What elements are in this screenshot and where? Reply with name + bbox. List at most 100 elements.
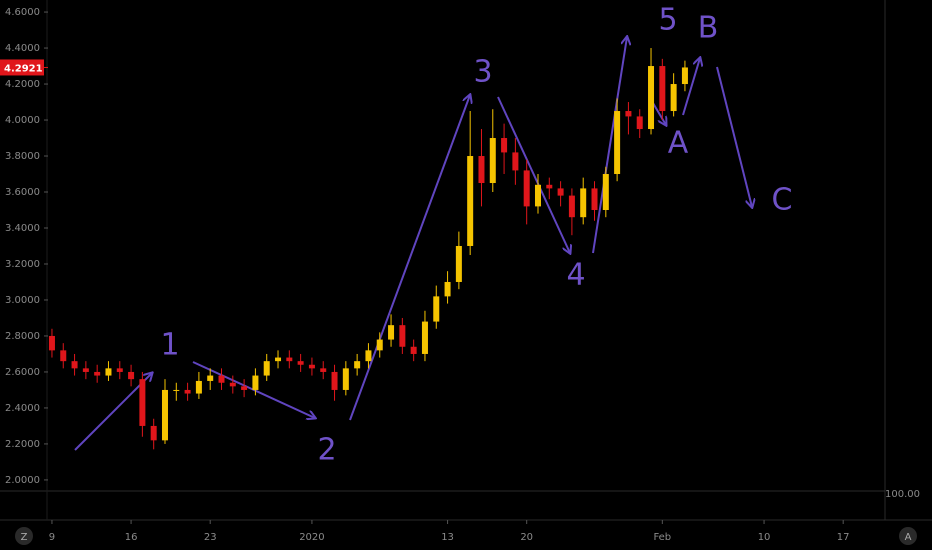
wave-arrow: [349, 95, 470, 421]
y-tick-label: 2.8000: [5, 331, 40, 342]
candle-body: [150, 425, 157, 441]
scale-button-label[interactable]: Z: [21, 532, 28, 543]
candle-body: [489, 138, 496, 184]
last-price-box: [0, 59, 44, 76]
candle-body: [625, 111, 632, 117]
x-tick-label: 16: [125, 532, 138, 543]
candle-body: [342, 368, 349, 390]
candle-body: [467, 156, 474, 246]
candle-body: [320, 368, 327, 372]
wave-label: 3: [473, 55, 492, 90]
y-tick-label: 2.2000: [5, 439, 40, 450]
y-tick-label: 3.2000: [5, 259, 40, 270]
candle-body: [195, 380, 202, 394]
candle-body: [71, 361, 78, 369]
wave-arrow: [192, 361, 315, 418]
candle-body: [636, 116, 643, 130]
y-tick-label: 3.4000: [5, 223, 40, 234]
candle-body: [275, 357, 282, 362]
x-tick-label: 20: [520, 532, 533, 543]
wave-label: 1: [160, 328, 179, 363]
y-tick-label: 4.4000: [5, 43, 40, 54]
candle-body: [229, 382, 236, 387]
candle-body: [161, 389, 168, 441]
x-tick-label: 17: [837, 532, 850, 543]
candle-body: [354, 361, 361, 369]
candle-body: [614, 111, 621, 175]
candle-body: [365, 350, 372, 362]
wave-arrow: [592, 37, 627, 254]
candle-body: [376, 339, 383, 351]
candle-body: [48, 335, 55, 351]
wave-label: 4: [566, 258, 585, 293]
candle-body: [94, 371, 101, 376]
candle-body: [207, 375, 214, 381]
candle-body: [410, 346, 417, 354]
auto-button[interactable]: [899, 527, 917, 545]
candle-body: [602, 174, 609, 210]
candle-body: [501, 138, 508, 153]
candle-body: [681, 67, 688, 85]
x-tick-label: 2020: [299, 532, 324, 543]
candle-body: [421, 321, 428, 354]
scale-button[interactable]: [15, 527, 33, 545]
candle-body: [139, 379, 146, 426]
y-tick-label: 2.0000: [5, 475, 40, 486]
candle-body: [534, 184, 541, 207]
wave-label: 2: [317, 433, 336, 468]
candle-body: [184, 389, 191, 394]
y-tick-label: 3.8000: [5, 151, 40, 162]
candle-body: [388, 325, 395, 340]
y-tick-label: 4.0000: [5, 115, 40, 126]
x-tick-label: 9: [49, 532, 55, 543]
candle-body: [331, 371, 338, 390]
wave-label: C: [772, 183, 793, 218]
candle-body: [105, 368, 112, 376]
candle-body: [478, 156, 485, 184]
candle-body: [116, 368, 123, 372]
lower-pane-label: 100.00: [885, 489, 920, 500]
candle-body: [455, 245, 462, 282]
wave-arrows: [74, 37, 752, 451]
candle-body: [252, 375, 259, 390]
wave-arrow: [682, 58, 700, 116]
x-tick-label: 10: [758, 532, 771, 543]
candle-body: [557, 188, 564, 196]
candle-body: [173, 389, 180, 391]
candle-body: [580, 188, 587, 218]
candle-body: [444, 281, 451, 297]
candle-body: [399, 325, 406, 347]
wave-label: A: [668, 126, 689, 161]
candle-body: [659, 66, 666, 112]
wave-arrow: [716, 66, 752, 207]
candle-body: [218, 375, 225, 383]
wave-label: 5: [658, 3, 677, 38]
wave-arrow: [74, 373, 152, 451]
x-tick-label: Feb: [653, 532, 671, 543]
candle-body: [128, 371, 135, 380]
auto-button-label[interactable]: A: [905, 532, 912, 543]
wave-label: B: [698, 11, 719, 46]
last-price-label: 4.2921: [4, 63, 43, 74]
candle-body: [648, 66, 655, 130]
candle-body: [308, 364, 315, 369]
candle-body: [82, 368, 89, 372]
candle-body: [241, 386, 248, 390]
candle-body: [523, 170, 530, 207]
y-tick-label: 3.0000: [5, 295, 40, 306]
candle-body: [546, 184, 553, 189]
candle-body: [670, 84, 677, 112]
y-tick-label: 4.6000: [5, 7, 40, 18]
wave-arrow: [497, 96, 570, 253]
candle-body: [591, 188, 598, 210]
y-tick-label: 2.6000: [5, 367, 40, 378]
y-tick-label: 3.6000: [5, 187, 40, 198]
y-tick-label: 2.4000: [5, 403, 40, 414]
candle-body: [263, 361, 270, 376]
candle-body: [512, 152, 519, 171]
candle-body: [286, 357, 293, 362]
x-tick-label: 23: [204, 532, 217, 543]
y-tick-label: 4.2000: [5, 79, 40, 90]
